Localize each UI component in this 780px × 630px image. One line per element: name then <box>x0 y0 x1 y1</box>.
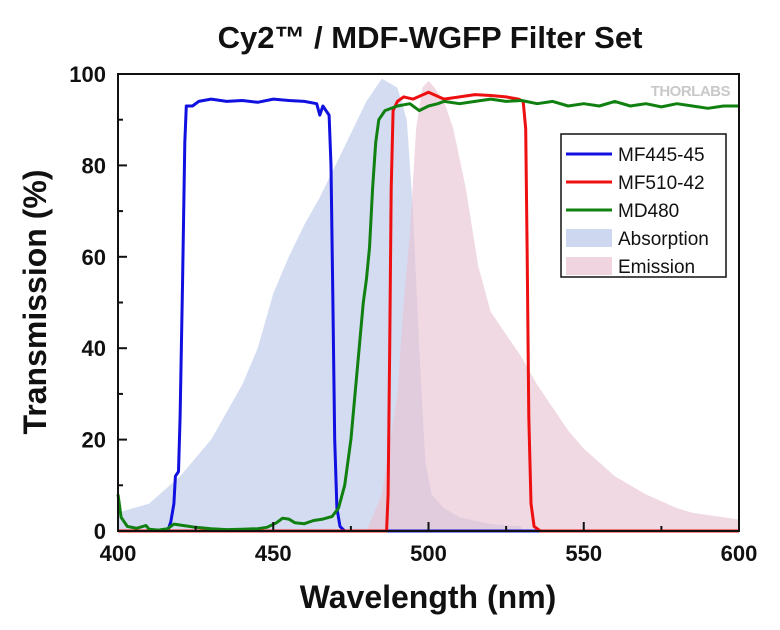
y-tick-label: 0 <box>94 519 106 544</box>
line-series-group <box>116 90 739 533</box>
legend: MF445-45 MF510-42 MD480 Absorption Emission <box>560 133 727 278</box>
y-axis: 0 20 40 60 80 100 <box>69 62 127 544</box>
legend-label-mf510-42: MF510-42 <box>618 173 705 194</box>
legend-label-absorption: Absorption <box>618 229 709 250</box>
legend-label-mf445-45: MF445-45 <box>618 145 705 166</box>
y-tick-label: 100 <box>69 62 106 87</box>
y-tick-label: 40 <box>82 336 106 361</box>
chart-title: Cy2™ / MDF-WGFP Filter Set <box>218 20 643 55</box>
y-axis-label: Transmission (%) <box>17 170 53 435</box>
x-tick-label: 450 <box>255 541 292 566</box>
series-emission-area <box>366 80 739 532</box>
x-tick-label: 500 <box>410 541 447 566</box>
series-mf445-45-line <box>118 97 739 533</box>
thorlabs-watermark: THORLABS <box>651 83 731 100</box>
y-tick-label: 80 <box>82 153 106 178</box>
legend-swatch-emission <box>566 257 612 275</box>
series-mf510-42-line <box>118 90 739 533</box>
x-axis: 400 450 500 550 600 <box>100 522 758 566</box>
x-tick-label: 400 <box>100 541 137 566</box>
legend-label-md480: MD480 <box>618 201 679 222</box>
x-tick-label: 550 <box>565 541 602 566</box>
y-tick-label: 20 <box>82 428 106 453</box>
x-tick-label: 600 <box>721 541 758 566</box>
area-series-group <box>118 78 739 532</box>
legend-label-emission: Emission <box>618 257 695 278</box>
series-md480-line <box>116 97 739 532</box>
x-axis-label: Wavelength (nm) <box>300 579 557 615</box>
legend-box <box>560 133 727 278</box>
y-tick-label: 60 <box>82 245 106 270</box>
legend-swatch-absorption <box>566 229 612 247</box>
